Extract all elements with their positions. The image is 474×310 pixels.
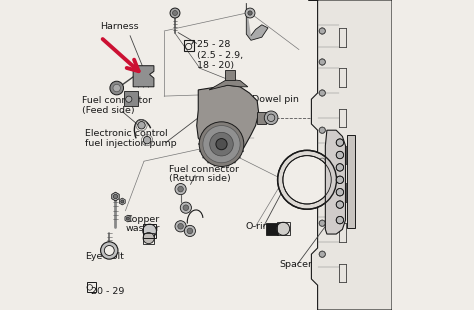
Circle shape [264,111,278,125]
Circle shape [336,151,344,159]
Text: washer: washer [126,224,160,233]
Text: Harness: Harness [100,22,139,31]
Circle shape [183,205,189,210]
Text: Copper: Copper [126,215,160,224]
Circle shape [175,221,186,232]
Circle shape [216,139,227,150]
Circle shape [319,90,325,96]
Circle shape [245,8,255,18]
Polygon shape [119,198,125,205]
Circle shape [187,228,192,234]
Circle shape [319,127,325,133]
Polygon shape [209,79,248,90]
Circle shape [113,84,120,92]
Text: (Return side): (Return side) [169,174,230,183]
Circle shape [278,150,337,209]
Circle shape [178,224,183,229]
Polygon shape [197,85,259,157]
Circle shape [184,225,195,237]
Circle shape [336,176,344,184]
Circle shape [127,217,129,220]
Circle shape [173,11,177,16]
Text: Eye-bolt: Eye-bolt [85,252,124,261]
Polygon shape [246,3,268,40]
Text: fuel injection pump: fuel injection pump [85,139,177,148]
Circle shape [100,242,118,259]
Circle shape [319,189,325,195]
Polygon shape [257,112,266,124]
Circle shape [283,156,331,204]
Circle shape [104,246,114,255]
Polygon shape [308,0,392,310]
Circle shape [319,59,325,65]
Text: 25 - 28
(2.5 - 2.9,
18 - 20): 25 - 28 (2.5 - 2.9, 18 - 20) [197,40,243,70]
Circle shape [319,158,325,164]
Circle shape [138,122,145,129]
Text: Dowel pin: Dowel pin [252,95,299,104]
Circle shape [170,8,180,18]
Text: Fuel connector: Fuel connector [82,96,152,105]
Polygon shape [125,215,131,222]
Circle shape [336,139,344,146]
Text: Electronic control: Electronic control [85,129,168,138]
Circle shape [121,200,124,203]
FancyBboxPatch shape [266,223,278,235]
Circle shape [210,132,233,156]
Circle shape [336,201,344,208]
Circle shape [178,186,183,192]
Polygon shape [225,70,236,80]
Circle shape [248,11,252,15]
Polygon shape [125,91,138,106]
Text: Fuel connector: Fuel connector [169,165,239,174]
Circle shape [336,164,344,171]
Circle shape [319,220,325,226]
Polygon shape [112,192,119,201]
Circle shape [110,81,124,95]
Circle shape [143,232,154,244]
Circle shape [336,216,344,224]
Text: O-ring: O-ring [246,222,275,232]
Circle shape [203,126,240,163]
Circle shape [113,194,118,199]
Circle shape [277,222,290,235]
Polygon shape [325,130,346,234]
Text: Spacer: Spacer [280,259,313,269]
Circle shape [143,224,156,238]
Polygon shape [347,135,355,228]
Circle shape [319,251,325,257]
Circle shape [175,184,186,195]
Circle shape [143,136,151,144]
Text: 20 - 29: 20 - 29 [85,287,125,296]
Circle shape [180,202,191,213]
Circle shape [199,122,244,166]
Circle shape [336,188,344,196]
Circle shape [319,28,325,34]
Circle shape [126,96,132,102]
Text: (Feed side): (Feed side) [82,106,135,115]
Polygon shape [133,66,154,87]
